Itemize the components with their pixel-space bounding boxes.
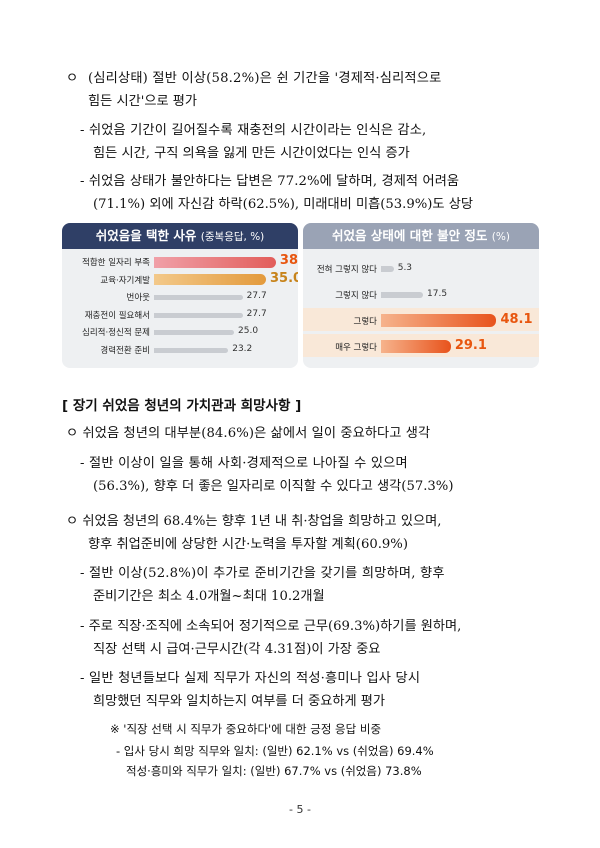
chart-reasons-title: 쉬었음을 택한 사유 <box>95 228 197 243</box>
p3-detail3b: 희망했던 직무와 일치하는지 여부를 더 중요하게 평가 <box>93 694 386 709</box>
chart-anxiety-value: 17.5 <box>427 289 448 299</box>
p2-line1: ㅇ 쉬었음 청년의 대부분(84.6%)은 삶에서 일이 중요하다고 생각 <box>66 426 431 441</box>
chart-reasons-unit: (중복응답, %) <box>200 231 265 243</box>
chart-reasons-bar <box>154 256 276 268</box>
chart-reasons-bar <box>154 295 243 300</box>
section-heading: [ 장기 쉬었음 청년의 가치관과 희망사항 ] <box>62 398 302 414</box>
p3-detail2a: - 주로 직장·조직에 소속되어 정기적으로 근무(69.3%)하기를 원하며, <box>80 619 462 634</box>
chart-anxiety-title: 쉬었음 상태에 대한 불안 정도 <box>332 228 488 243</box>
chart-reasons-category: 심리적·정신적 문제 <box>82 328 150 338</box>
p1-detail2b: (71.1%) 외에 자신감 하락(62.5%), 미래대비 미흡(53.9%)… <box>93 197 474 212</box>
p3-detail1b: 준비기간은 최소 4.0개월~최대 10.2개월 <box>93 589 325 604</box>
chart-anxiety-bar <box>381 340 451 353</box>
chart-reasons-value: 27.7 <box>246 291 267 301</box>
p3-line1: ㅇ 쉬었음 청년의 68.4%는 향후 1년 내 취·창업을 희망하고 있으며, <box>66 514 442 529</box>
chart-anxiety: 쉬었음 상태에 대한 불안 정도 (%) 전혀 그렇지 않다 5.3 그렇지 않다 1… <box>303 223 539 368</box>
chart-reasons-value: 35.0 <box>270 270 298 286</box>
p1-detail1b: 힘든 시간, 구직 의욕을 잃게 만든 시간이었다는 인식 증가 <box>93 146 410 161</box>
chart-reasons-value: 27.7 <box>246 308 267 319</box>
chart-anxiety-value: 48.1 <box>500 312 533 327</box>
chart-reasons-value: 25.0 <box>238 326 259 336</box>
p1-detail1a: - 쉬었음 기간이 길어질수록 재충전의 시간이라는 인식은 감소, <box>80 123 427 138</box>
p3-line2: 향후 취업준비에 상당한 시간·노력을 투자할 계획(60.9%) <box>88 537 408 552</box>
p1-detail2a: - 쉬었음 상태가 불안하다는 답변은 77.2%에 달하며, 경제적 어려움 <box>80 174 460 189</box>
note-row1: - 입사 당시 희망 직무와 일치: (일반) 62.1% vs (쉬었음) 6… <box>116 744 434 758</box>
chart-reasons: 쉬었음을 택한 사유 (중복응답, %) 적합한 일자리 부족 38.1 교육·자기… <box>62 223 298 368</box>
note-row2: 적성·흥미와 직무가 일치: (일반) 67.7% vs (쉬었음) 73.8% <box>126 764 422 778</box>
chart-reasons-bar <box>154 274 266 285</box>
chart-reasons-bar <box>154 347 229 353</box>
chart-reasons-value: 23.2 <box>232 343 253 354</box>
p1-line1: (심리상태) 절반 이상(58.2%)은 쉰 기간을 '경제적·심리적으로 <box>88 71 442 86</box>
chart-anxiety-category: 그렇다 <box>353 317 377 327</box>
chart-anxiety-category: 전혀 그렇지 않다 <box>316 265 377 275</box>
chart-anxiety-bar <box>381 266 394 272</box>
p2-detail1a: - 절반 이상이 일을 통해 사회·경제적으로 나아질 수 있으며 <box>80 456 408 471</box>
chart-anxiety-value: 5.3 <box>397 263 413 273</box>
p3-detail2b: 직장 선택 시 급여·근무시간(각 4.31점)이 가장 중요 <box>93 642 381 657</box>
note-heading: ※ '직장 선택 시 직무가 중요하다'에 대한 긍정 응답 비중 <box>110 722 382 736</box>
p2-detail1b: (56.3%), 향후 더 좋은 일자리로 이직할 수 있다고 생각(57.3%… <box>93 479 454 494</box>
chart-anxiety-category: 매우 그렇다 <box>335 343 377 353</box>
p3-detail1a: - 절반 이상(52.8%)이 추가로 준비기간을 갖기를 희망하며, 향후 <box>80 566 445 581</box>
chart-reasons-header: 쉬었음을 택한 사유 (중복응답, %) <box>62 223 298 249</box>
p1-line2: 힘든 시간'으로 평가 <box>88 94 198 109</box>
chart-anxiety-header: 쉬었음 상태에 대한 불안 정도 (%) <box>303 223 539 249</box>
chart-reasons-category: 적합한 일자리 부족 <box>82 258 150 268</box>
chart-anxiety-category: 그렇지 않다 <box>335 291 377 301</box>
chart-anxiety-unit: (%) <box>491 231 510 243</box>
chart-reasons-bar <box>154 330 234 335</box>
chart-reasons-category: 재충전이 필요해서 <box>84 310 150 321</box>
chart-reasons-category: 교육·자기계발 <box>100 275 150 286</box>
chart-anxiety-bar <box>381 314 497 327</box>
chart-reasons-category: 경력전환 준비 <box>100 345 150 356</box>
p1-bullet: ㅇ <box>66 71 79 86</box>
p3-detail3a: - 일반 청년들보다 실제 직무가 자신의 적성·흥미나 입사 당시 <box>80 671 421 686</box>
chart-reasons-category: 번아웃 <box>126 293 150 303</box>
chart-anxiety-value: 29.1 <box>454 338 487 353</box>
page-number: - 5 - <box>289 803 311 816</box>
chart-reasons-value: 38.1 <box>279 253 298 268</box>
chart-reasons-bar <box>154 312 243 318</box>
chart-anxiety-bar <box>381 292 423 298</box>
